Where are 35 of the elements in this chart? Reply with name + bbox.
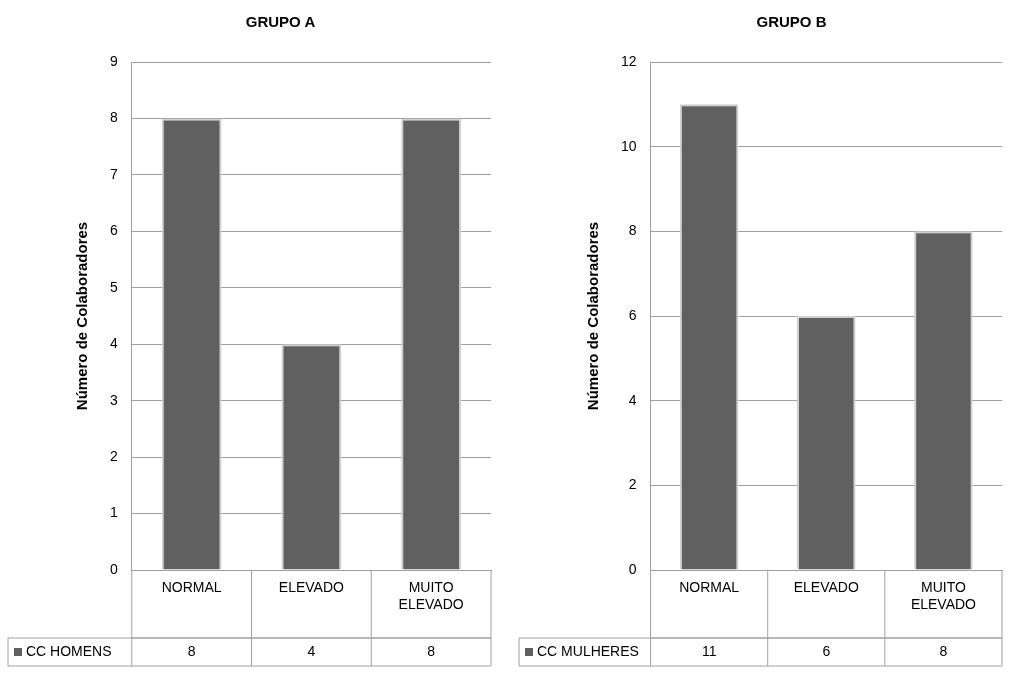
x-tick-label: ELEVADO	[278, 579, 345, 596]
chart-title: GRUPO B	[756, 13, 827, 31]
y-tick-label: 0	[628, 560, 637, 577]
x-tick-label: ELEVADO	[793, 579, 859, 596]
data-label: 11	[701, 642, 717, 659]
y-tick-label: 9	[109, 52, 118, 69]
legend-label: CC HOMENS	[26, 642, 112, 659]
y-axis-title: Número de Colaboradores	[584, 221, 602, 411]
data-label: 8	[187, 642, 196, 659]
y-tick-label: 8	[628, 222, 637, 239]
y-tick-label: 3	[109, 391, 118, 408]
data-label: 8	[939, 642, 948, 659]
y-axis-title: Número de Colaboradores	[73, 221, 91, 411]
data-label: 8	[427, 642, 436, 659]
y-tick-label: 1	[109, 504, 118, 521]
y-tick-label: 0	[109, 560, 118, 577]
legend-label: CC MULHERES	[537, 642, 639, 659]
y-tick-label: 4	[109, 335, 118, 352]
x-tick-label: NORMAL	[161, 579, 222, 596]
chart-title: GRUPO A	[245, 13, 316, 31]
data-label: 4	[307, 642, 316, 659]
data-label: 6	[822, 642, 831, 659]
y-tick-label: 6	[109, 222, 118, 239]
x-tick-label: NORMAL	[679, 579, 740, 596]
y-tick-label: 7	[109, 165, 118, 182]
y-tick-label: 6	[628, 306, 637, 323]
y-tick-label: 5	[109, 278, 118, 295]
x-tick-label: MUITO ELEVADO	[398, 579, 464, 613]
y-tick-label: 8	[109, 109, 118, 126]
y-tick-label: 2	[109, 447, 118, 464]
y-tick-label: 10	[620, 137, 637, 154]
y-tick-label: 2	[628, 476, 637, 493]
y-tick-label: 12	[620, 52, 637, 69]
y-tick-label: 4	[628, 391, 637, 408]
x-tick-label: MUITO ELEVADO	[910, 579, 977, 613]
